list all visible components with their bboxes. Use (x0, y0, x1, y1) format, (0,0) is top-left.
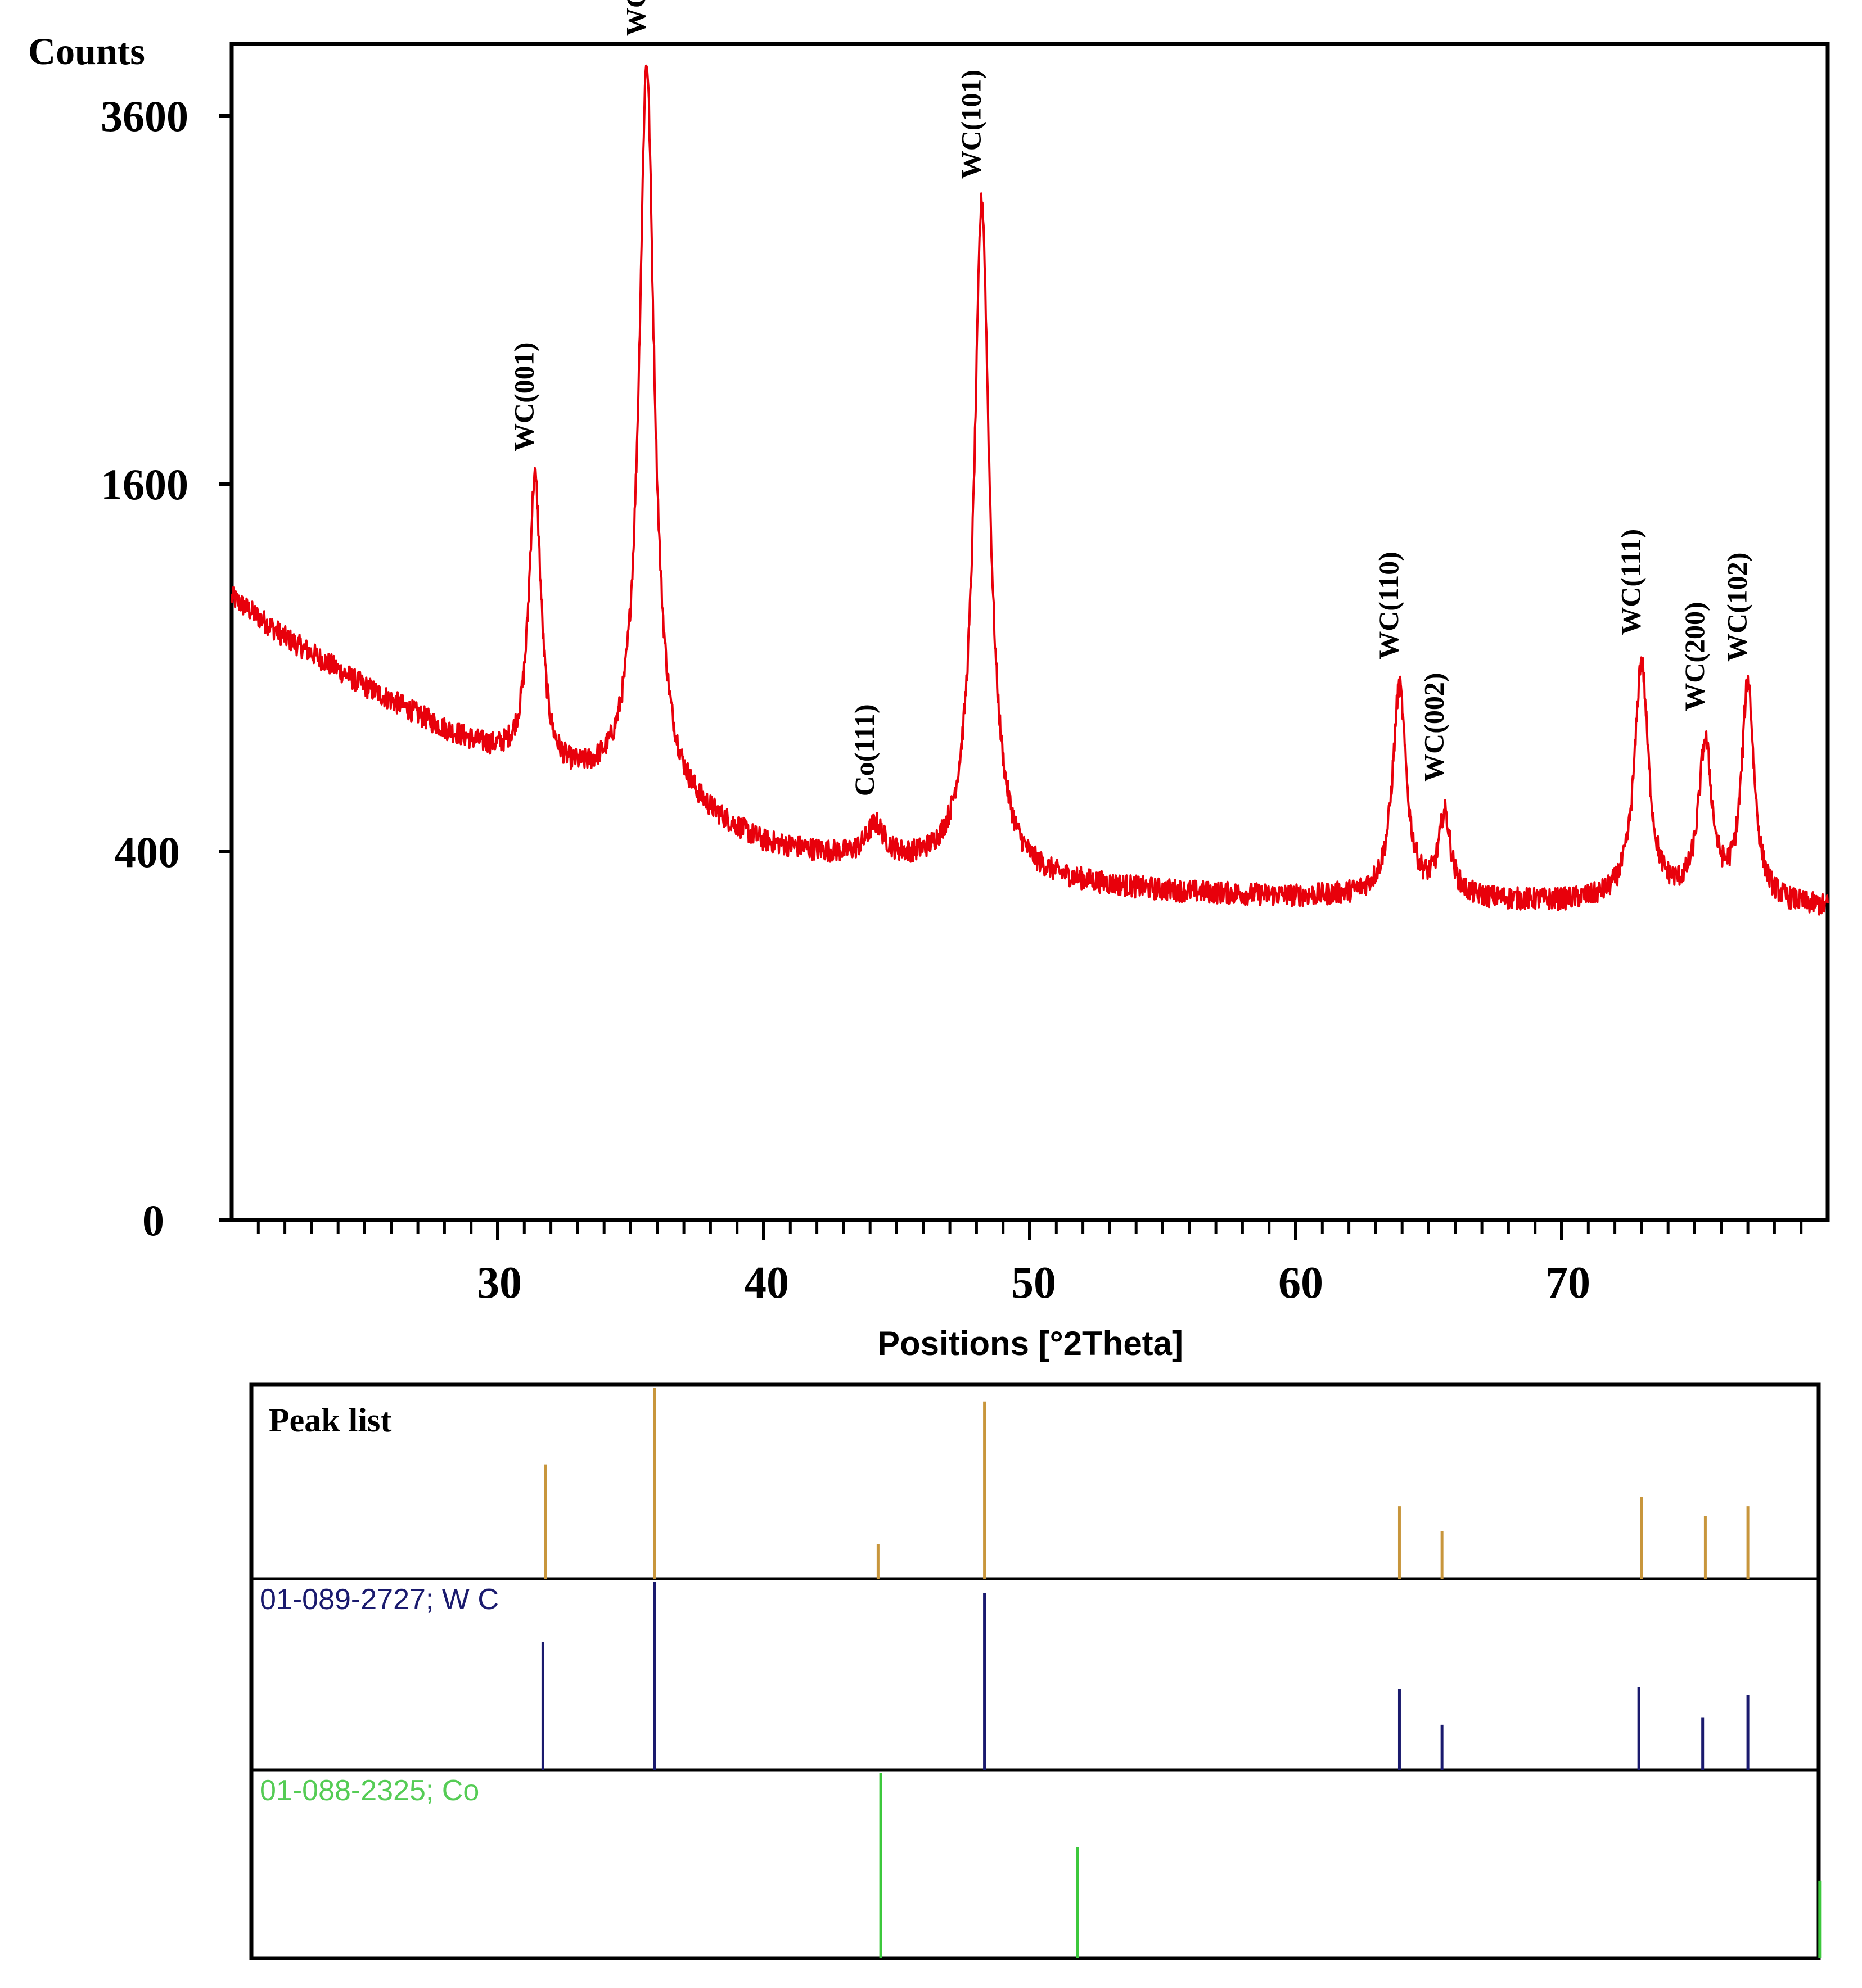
peak-label-wc111: WC(111) (1615, 529, 1646, 635)
peak-panels: Peak list 01-089-2727; W C 01-088-2325; … (249, 1382, 1822, 1960)
peak-list-title: Peak list (269, 1402, 391, 1439)
peak-label-wc110: WC(110) (1373, 552, 1404, 659)
x-tick-label-50: 50 (1011, 1258, 1056, 1308)
y-tick: 1600 (101, 460, 232, 509)
plot-frame (229, 42, 1830, 1222)
y-axis-title: Counts (28, 30, 145, 73)
y-tick: 400 (114, 828, 232, 876)
peak-label-wc102: WC(102) (1721, 553, 1753, 662)
peak-label-wc100: WC(100) (620, 0, 651, 36)
x-tick-marks (256, 1220, 1803, 1240)
y-tick-label-400: 400 (114, 828, 180, 876)
x-tick-label-40: 40 (744, 1258, 789, 1308)
peak-label-wc001: WC(001) (508, 342, 540, 451)
peak-list-lines (544, 1388, 1750, 1579)
peak-label-wc002: WC(002) (1418, 672, 1449, 781)
y-tick: 0 (142, 1196, 232, 1245)
x-tick-label-60: 60 (1278, 1258, 1323, 1308)
x-axis-title: Positions [°2Theta] (877, 1325, 1183, 1362)
peak-label-group: WC(001) WC(100) Co(111) WC(101) WC(110) WC(00… (508, 0, 1753, 796)
xrd-pattern-line (231, 64, 1829, 916)
y-tick-group: 3600 1600 400 0 (101, 92, 232, 1245)
wc-reference-title: 01-089-2727; W C (260, 1583, 499, 1616)
peak-label-wc101: WC(101) (955, 70, 986, 179)
x-tick-label-group: 30 40 50 60 70 (477, 1258, 1590, 1308)
peak-label-wc200: WC(200) (1679, 602, 1710, 711)
co-reference-title: 01-088-2325; Co (260, 1774, 479, 1807)
y-tick-label-1600: 1600 (101, 460, 188, 509)
y-tick-label-0: 0 (142, 1196, 164, 1245)
peak-label-co111: Co(111) (849, 704, 880, 796)
x-tick-label-30: 30 (477, 1258, 522, 1308)
co-reference-lines (879, 1773, 1822, 1958)
x-tick-label-70: 70 (1545, 1258, 1590, 1308)
y-tick: 3600 (101, 92, 232, 141)
peak-panel-frame (249, 1382, 1821, 1960)
y-tick-label-3600: 3600 (101, 92, 188, 141)
wc-reference-lines (541, 1582, 1750, 1770)
